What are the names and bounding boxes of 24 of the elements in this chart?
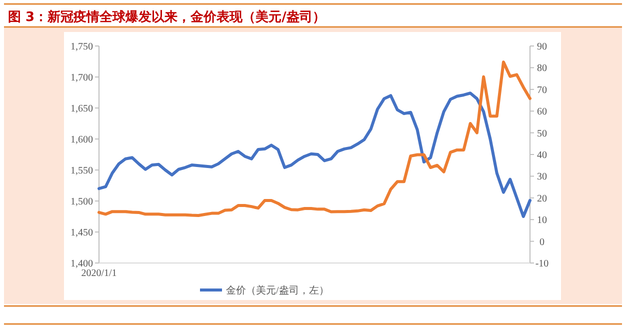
line-series (98, 60, 532, 217)
y2-tick-label: 0 (540, 236, 544, 248)
y2-tick-label: 90 (537, 42, 547, 52)
y2-tick-label: 30 (537, 172, 547, 183)
y-tick-label: 1,400 (70, 258, 93, 270)
y2-tick-label: 60 (537, 106, 547, 118)
chart-title: 图 3：新冠疫情全球爆发以来，金价表现（美元/盎司） (8, 9, 326, 25)
line-series (98, 92, 532, 218)
y2-tick-label: 70 (537, 84, 547, 96)
y2-tick-label: 80 (537, 63, 547, 74)
y2-tick-label: 10 (537, 215, 547, 226)
y-tick-label: 1,450 (70, 228, 93, 238)
y2-tick-label: 20 (537, 193, 547, 204)
y-tick-label: 1,500 (70, 196, 93, 208)
y-tick-label: 1,550 (70, 166, 93, 176)
y2-tick-label: 50 (537, 128, 547, 140)
y-tick-label: 1,700 (70, 72, 93, 84)
y-tick-label: 1,750 (70, 42, 93, 52)
y2-tick-label: 40 (537, 150, 547, 161)
y2-tick-label: -10 (535, 258, 549, 270)
y-tick-label: 1,600 (70, 134, 93, 146)
x-tick-label: 2020/1/1 (81, 268, 117, 279)
legend-label: 金价（美元/盎司，左） (226, 284, 329, 296)
y-tick-label: 1,650 (70, 104, 93, 114)
